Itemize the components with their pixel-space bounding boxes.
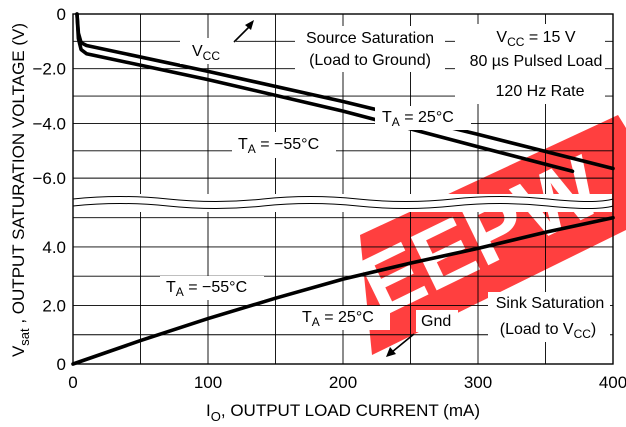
annotations: VCC Source Saturation (Load to Ground) V… xyxy=(160,20,610,357)
ta-25-lower-label: TA = 25°C xyxy=(302,309,374,329)
y-tick-label: −4.0 xyxy=(32,114,66,133)
gnd-label: Gnd xyxy=(421,313,451,330)
ta-55-upper-label: TA = −55°C xyxy=(238,136,319,156)
x-tick-label: 400 xyxy=(599,373,626,392)
series-sink-ta-minus55 xyxy=(71,296,278,366)
y-tick-label: −2.0 xyxy=(32,60,66,79)
gnd-arrow xyxy=(386,333,415,357)
plot-frame xyxy=(72,13,614,365)
x-tick-label: 100 xyxy=(194,373,222,392)
condition-vcc: VCC = 15 V xyxy=(496,29,575,49)
sink-saturation-subtitle: (Load to VCC) xyxy=(500,321,597,341)
condition-pulse: 80 µs Pulsed Load xyxy=(470,53,603,70)
vcc-label: VCC xyxy=(192,43,220,63)
x-tick-label: 0 xyxy=(68,373,77,392)
source-saturation-subtitle: (Load to Ground) xyxy=(309,52,431,69)
condition-rate: 120 Hz Rate xyxy=(496,83,585,100)
series-sink-ta-25 xyxy=(273,215,615,300)
y-tick-label: 0 xyxy=(57,355,66,374)
y-tick-label: 0 xyxy=(57,5,66,24)
axis-break xyxy=(72,194,614,212)
ta-25-upper-label: TA = 25°C xyxy=(382,109,454,129)
source-saturation-title: Source Saturation xyxy=(306,30,434,47)
x-axis-label: IO, OUTPUT LOAD CURRENT (mA) xyxy=(206,401,480,424)
series-source-ta-minus55 xyxy=(75,12,575,174)
y-tick-label: 4.0 xyxy=(42,238,66,257)
y-tick-label: −6.0 xyxy=(32,169,66,188)
x-tick-label: 200 xyxy=(329,373,357,392)
y-tick-label: 2.0 xyxy=(42,296,66,315)
y-axis-label: Vsat , OUTPUT SATURATION VOLTAGE (V) xyxy=(9,23,32,357)
ta-55-lower-label: TA = −55°C xyxy=(166,279,247,299)
sink-saturation-title: Sink Saturation xyxy=(496,295,605,312)
x-tick-label: 300 xyxy=(464,373,492,392)
vcc-arrow xyxy=(233,20,254,43)
